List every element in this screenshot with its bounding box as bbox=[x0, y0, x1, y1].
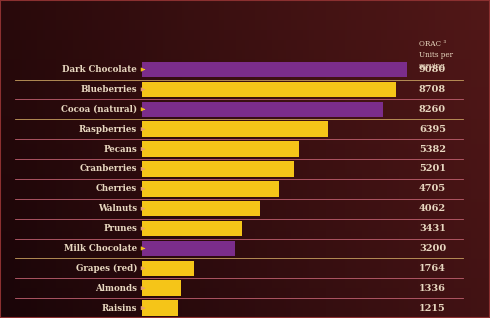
Bar bbox=[142, 221, 242, 236]
Text: 3200: 3200 bbox=[419, 244, 446, 253]
Text: 3431: 3431 bbox=[419, 224, 446, 233]
Bar bbox=[142, 161, 294, 177]
Bar bbox=[142, 82, 396, 97]
Text: Milk Chocolate: Milk Chocolate bbox=[64, 244, 137, 253]
Text: 8708: 8708 bbox=[419, 85, 446, 94]
Text: Prunes: Prunes bbox=[103, 224, 137, 233]
Bar bbox=[142, 241, 235, 256]
Text: 8260: 8260 bbox=[419, 105, 446, 114]
Text: 4705: 4705 bbox=[419, 184, 446, 193]
Bar bbox=[142, 101, 383, 117]
Bar bbox=[142, 121, 328, 137]
Text: 9080: 9080 bbox=[419, 65, 446, 74]
Bar bbox=[142, 62, 407, 77]
Text: Raisins: Raisins bbox=[102, 304, 137, 313]
Text: Dark Chocolate: Dark Chocolate bbox=[62, 65, 137, 74]
Bar bbox=[142, 260, 194, 276]
Bar bbox=[142, 300, 177, 316]
Text: Raspberries: Raspberries bbox=[79, 125, 137, 134]
Text: 1215: 1215 bbox=[419, 304, 446, 313]
Bar bbox=[142, 280, 181, 296]
Text: 1336: 1336 bbox=[419, 284, 446, 293]
Text: Cranberries: Cranberries bbox=[80, 164, 137, 173]
Text: Grapes (red): Grapes (red) bbox=[75, 264, 137, 273]
Text: Walnuts: Walnuts bbox=[98, 204, 137, 213]
Text: Almonds: Almonds bbox=[95, 284, 137, 293]
Bar bbox=[142, 181, 279, 197]
Text: Cherries: Cherries bbox=[96, 184, 137, 193]
Text: Cocoa (natural): Cocoa (natural) bbox=[61, 105, 137, 114]
Text: 1764: 1764 bbox=[419, 264, 446, 273]
Bar bbox=[142, 141, 299, 157]
Text: 4062: 4062 bbox=[419, 204, 446, 213]
Text: 6395: 6395 bbox=[419, 125, 446, 134]
Text: Pecans: Pecans bbox=[103, 145, 137, 154]
Text: Blueberries: Blueberries bbox=[80, 85, 137, 94]
Text: 5382: 5382 bbox=[419, 145, 446, 154]
Text: 5201: 5201 bbox=[419, 164, 446, 173]
Bar bbox=[142, 201, 261, 217]
Text: ORAC ³
Units per
serving: ORAC ³ Units per serving bbox=[419, 40, 453, 70]
